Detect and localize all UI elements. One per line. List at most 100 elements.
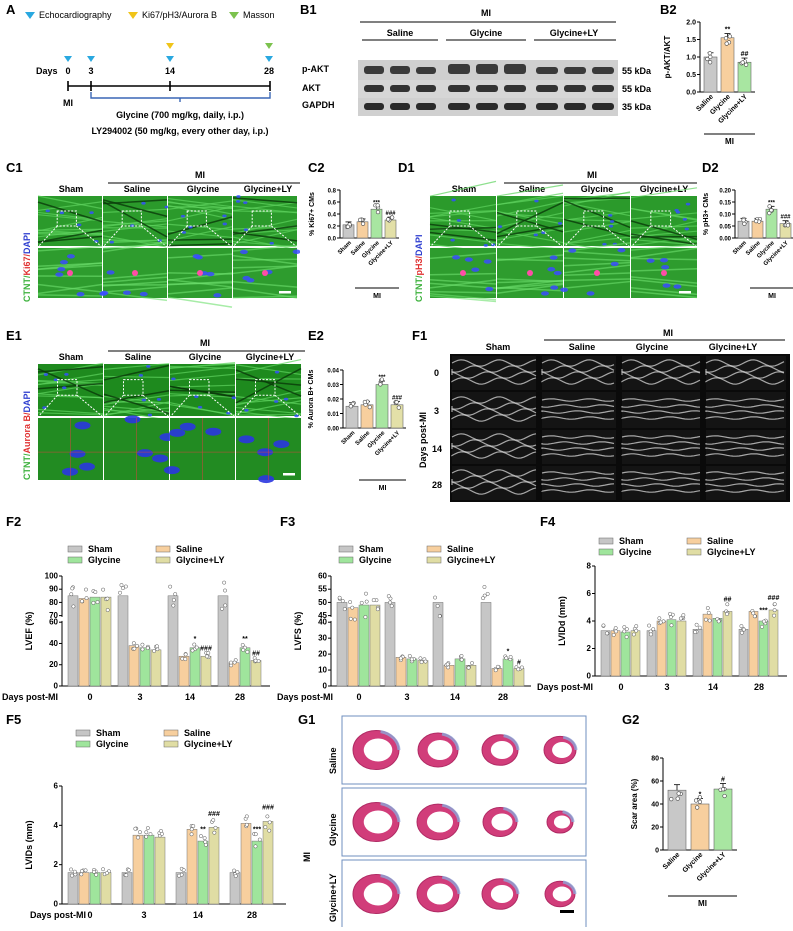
y-tick-label: 0.6: [328, 201, 337, 207]
data-point: [83, 868, 88, 873]
y-tick-label: 50: [318, 598, 327, 607]
x-tick-label: 14: [708, 682, 718, 692]
data-point: [213, 825, 218, 830]
x-tick-label: 3: [404, 692, 409, 702]
bar: [720, 37, 735, 93]
x-tick-label: 0: [87, 692, 92, 702]
echo-marker-icon: [87, 56, 95, 62]
bar: [712, 618, 723, 677]
panel-label-f4: F4: [540, 514, 556, 529]
bar: [89, 872, 101, 905]
data-point: [223, 603, 228, 608]
legend-swatch: [426, 545, 442, 553]
data-point: [601, 623, 606, 628]
legend-label: Sham: [619, 536, 644, 546]
echo-panel: MI Sham Saline Glycine Glycine+LY Days p…: [418, 328, 790, 502]
legend-swatch: [338, 545, 354, 553]
e1-stain-ctnt: CTNT/: [22, 453, 32, 480]
data-point: [751, 611, 756, 616]
data-point: [206, 651, 211, 655]
bar: [78, 872, 90, 905]
data-point: [669, 797, 674, 802]
panel-label-d1: D1: [398, 160, 415, 175]
data-point: [79, 872, 84, 877]
bar: [121, 872, 133, 905]
group-label: MI: [725, 137, 734, 146]
data-point: [495, 664, 500, 669]
data-point: [708, 54, 713, 59]
data-point: [72, 869, 77, 874]
panel-label-c2: C2: [308, 160, 325, 175]
data-point: [697, 795, 703, 800]
data-point: [105, 608, 110, 613]
data-point: [199, 834, 203, 839]
g1-row-saline: Saline: [328, 747, 338, 774]
legend-swatch: [598, 548, 614, 556]
masson-marker-icon: [265, 43, 273, 49]
bar: [630, 630, 641, 677]
bar: [667, 789, 687, 851]
data-point: [762, 619, 766, 624]
y-tick-label: 4: [54, 821, 59, 830]
masson-marker-icon: [229, 12, 239, 19]
wb-group-glycine: Glycine: [470, 28, 503, 38]
data-point: [205, 654, 209, 659]
ki67-microscopy: MI Sham Saline Glycine Glycine+LY CTNT/K…: [22, 170, 300, 308]
y-axis-label: LVEF (%): [24, 612, 34, 651]
data-point: [119, 583, 124, 588]
group-label: MI: [373, 293, 381, 300]
data-point: [752, 614, 757, 619]
data-point: [409, 657, 414, 662]
aurora-microscopy: MI Sham Saline Glycine Glycine+LY CTNT/A…: [22, 338, 305, 484]
ph3-microscopy: MI Sham Saline Glycine Glycine+LY CTNT/p…: [414, 170, 698, 303]
y-tick-label: 0.03: [327, 383, 339, 389]
panel-label-e1: E1: [6, 328, 22, 343]
y-tick-label: 60: [318, 572, 327, 581]
y-tick-label: 40: [651, 802, 659, 809]
significance-label: ##: [252, 650, 260, 657]
panel-label-d2: D2: [702, 160, 719, 175]
c1-stain-ctnt: CTNT/: [22, 275, 32, 302]
data-point: [91, 600, 96, 605]
bar: [336, 602, 348, 687]
significance-label: ***: [378, 375, 386, 381]
data-point: [658, 620, 663, 625]
bar: [358, 604, 370, 687]
data-point: [611, 633, 616, 637]
legend-label: Sham: [96, 728, 121, 738]
f4-chart: Sham Saline Glycine Glycine+LY LVIDd (mm) 0 2 4…: [537, 536, 787, 692]
bar: [417, 660, 429, 687]
f1-mi-label: MI: [663, 328, 673, 338]
significance-label: *: [194, 636, 197, 643]
bar: [656, 620, 667, 677]
panel-label-f3: F3: [280, 514, 296, 529]
x-tick-label: 28: [754, 682, 764, 692]
data-point: [120, 586, 125, 591]
data-point: [722, 793, 727, 799]
data-point: [192, 642, 197, 647]
e1-stain-dapi: DAPI: [22, 391, 32, 413]
data-point: [767, 211, 772, 216]
bar: [178, 655, 190, 687]
data-point: [676, 791, 681, 796]
day-0: 0: [65, 66, 70, 76]
y-tick-label: 1.5: [686, 37, 696, 44]
data-point: [388, 600, 392, 605]
y-tick-label: 30: [318, 634, 327, 643]
significance-label: ###: [768, 595, 780, 602]
data-point: [389, 603, 394, 608]
wb-group-glycine-ly: Glycine+LY: [550, 28, 598, 38]
legend-swatch: [426, 556, 442, 564]
timeline-legend-echo: Echocardiography: [39, 10, 112, 20]
bar: [722, 611, 733, 677]
bar: [692, 629, 703, 677]
bar: [217, 595, 229, 687]
data-point: [379, 377, 384, 382]
data-point: [705, 606, 710, 611]
significance-label: #: [721, 777, 725, 784]
data-point: [695, 805, 700, 810]
ki67-marker-icon: [166, 43, 174, 49]
legend-label: Saline: [176, 544, 203, 554]
d1-stain-ctnt: CTNT/: [414, 275, 424, 302]
data-point: [352, 617, 357, 622]
